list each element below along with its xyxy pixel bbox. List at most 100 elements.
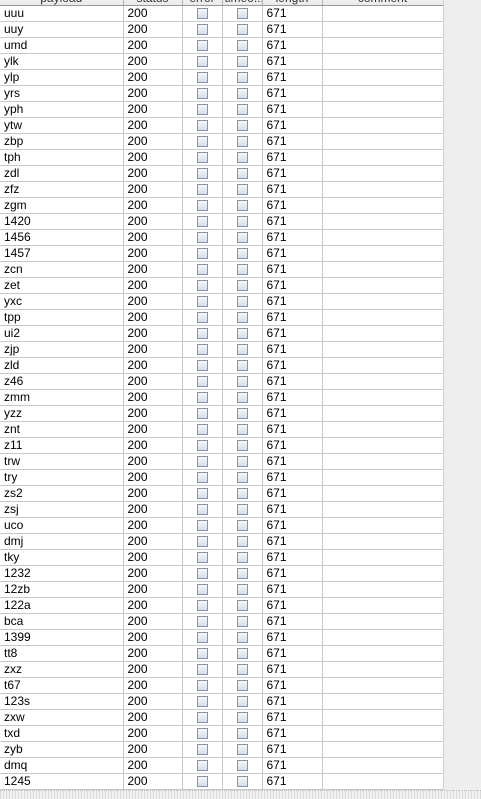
checkbox-unchecked-icon[interactable] (196, 519, 208, 531)
table-row[interactable]: zxw 200 671 (0, 709, 443, 726)
checkbox-unchecked-icon[interactable] (236, 71, 248, 83)
table-row[interactable]: uuu 200 671 (0, 5, 443, 22)
checkbox-unchecked-icon[interactable] (236, 7, 248, 19)
table-row[interactable]: zxz 200 671 (0, 661, 443, 678)
table-row[interactable]: trw 200 671 (0, 453, 443, 470)
checkbox-unchecked-icon[interactable] (196, 295, 208, 307)
table-row[interactable]: zcn 200 671 (0, 261, 443, 278)
table-row[interactable]: zs2 200 671 (0, 485, 443, 502)
checkbox-unchecked-icon[interactable] (196, 455, 208, 467)
checkbox-unchecked-icon[interactable] (196, 183, 208, 195)
checkbox-unchecked-icon[interactable] (236, 407, 248, 419)
checkbox-unchecked-icon[interactable] (196, 391, 208, 403)
checkbox-unchecked-icon[interactable] (196, 119, 208, 131)
checkbox-unchecked-icon[interactable] (236, 759, 248, 771)
checkbox-unchecked-icon[interactable] (236, 279, 248, 291)
table-row[interactable]: t67 200 671 (0, 677, 443, 694)
table-row[interactable]: tpp 200 671 (0, 309, 443, 326)
checkbox-unchecked-icon[interactable] (196, 135, 208, 147)
column-header-status[interactable]: status (123, 0, 183, 6)
checkbox-unchecked-icon[interactable] (196, 583, 208, 595)
table-row[interactable]: uuy 200 671 (0, 21, 443, 38)
checkbox-unchecked-icon[interactable] (236, 599, 248, 611)
checkbox-unchecked-icon[interactable] (196, 263, 208, 275)
checkbox-unchecked-icon[interactable] (236, 375, 248, 387)
checkbox-unchecked-icon[interactable] (236, 391, 248, 403)
table-row[interactable]: zjp 200 671 (0, 341, 443, 358)
checkbox-unchecked-icon[interactable] (196, 327, 208, 339)
checkbox-unchecked-icon[interactable] (236, 343, 248, 355)
checkbox-unchecked-icon[interactable] (196, 743, 208, 755)
checkbox-unchecked-icon[interactable] (236, 647, 248, 659)
table-row[interactable]: 1420 200 671 (0, 213, 443, 230)
checkbox-unchecked-icon[interactable] (236, 295, 248, 307)
table-row[interactable]: z11 200 671 (0, 437, 443, 454)
table-row[interactable]: 123s 200 671 (0, 693, 443, 710)
checkbox-unchecked-icon[interactable] (236, 119, 248, 131)
checkbox-unchecked-icon[interactable] (196, 231, 208, 243)
checkbox-unchecked-icon[interactable] (236, 263, 248, 275)
table-row[interactable]: ytw 200 671 (0, 117, 443, 134)
checkbox-unchecked-icon[interactable] (236, 167, 248, 179)
checkbox-unchecked-icon[interactable] (236, 663, 248, 675)
column-header-payload[interactable]: payload (0, 0, 124, 6)
table-row[interactable]: zld 200 671 (0, 357, 443, 374)
column-header-timeout[interactable]: timeo... (222, 0, 263, 6)
table-row[interactable]: z46 200 671 (0, 373, 443, 390)
checkbox-unchecked-icon[interactable] (196, 55, 208, 67)
checkbox-unchecked-icon[interactable] (236, 743, 248, 755)
checkbox-unchecked-icon[interactable] (196, 599, 208, 611)
table-row[interactable]: yrs 200 671 (0, 85, 443, 102)
checkbox-unchecked-icon[interactable] (196, 279, 208, 291)
table-row[interactable]: zgm 200 671 (0, 197, 443, 214)
checkbox-unchecked-icon[interactable] (196, 727, 208, 739)
checkbox-unchecked-icon[interactable] (196, 215, 208, 227)
checkbox-unchecked-icon[interactable] (196, 343, 208, 355)
checkbox-unchecked-icon[interactable] (196, 695, 208, 707)
checkbox-unchecked-icon[interactable] (236, 39, 248, 51)
checkbox-unchecked-icon[interactable] (236, 247, 248, 259)
checkbox-unchecked-icon[interactable] (236, 535, 248, 547)
checkbox-unchecked-icon[interactable] (236, 711, 248, 723)
table-row[interactable]: zet 200 671 (0, 277, 443, 294)
checkbox-unchecked-icon[interactable] (196, 567, 208, 579)
table-row[interactable]: zbp 200 671 (0, 133, 443, 150)
table-row[interactable]: bca 200 671 (0, 613, 443, 630)
checkbox-unchecked-icon[interactable] (236, 471, 248, 483)
table-row[interactable]: ylk 200 671 (0, 53, 443, 70)
checkbox-unchecked-icon[interactable] (196, 535, 208, 547)
table-row[interactable]: ui2 200 671 (0, 325, 443, 342)
checkbox-unchecked-icon[interactable] (196, 615, 208, 627)
checkbox-unchecked-icon[interactable] (236, 199, 248, 211)
checkbox-unchecked-icon[interactable] (236, 103, 248, 115)
checkbox-unchecked-icon[interactable] (236, 151, 248, 163)
table-row[interactable]: ylp 200 671 (0, 69, 443, 86)
checkbox-unchecked-icon[interactable] (196, 247, 208, 259)
checkbox-unchecked-icon[interactable] (196, 199, 208, 211)
checkbox-unchecked-icon[interactable] (196, 87, 208, 99)
table-row[interactable]: txd 200 671 (0, 725, 443, 742)
checkbox-unchecked-icon[interactable] (196, 663, 208, 675)
checkbox-unchecked-icon[interactable] (196, 503, 208, 515)
table-row[interactable]: yzz 200 671 (0, 405, 443, 422)
table-row[interactable]: 1456 200 671 (0, 229, 443, 246)
table-row[interactable]: 200 671 (0, 789, 443, 790)
checkbox-unchecked-icon[interactable] (196, 311, 208, 323)
checkbox-unchecked-icon[interactable] (196, 439, 208, 451)
checkbox-unchecked-icon[interactable] (196, 647, 208, 659)
checkbox-unchecked-icon[interactable] (196, 71, 208, 83)
checkbox-unchecked-icon[interactable] (196, 471, 208, 483)
checkbox-unchecked-icon[interactable] (236, 455, 248, 467)
checkbox-unchecked-icon[interactable] (196, 167, 208, 179)
table-row[interactable]: 1399 200 671 (0, 629, 443, 646)
column-header-length[interactable]: length (262, 0, 323, 6)
table-row[interactable]: uco 200 671 (0, 517, 443, 534)
table-row[interactable]: tky 200 671 (0, 549, 443, 566)
checkbox-unchecked-icon[interactable] (236, 615, 248, 627)
checkbox-unchecked-icon[interactable] (196, 775, 208, 787)
checkbox-unchecked-icon[interactable] (196, 39, 208, 51)
checkbox-unchecked-icon[interactable] (196, 151, 208, 163)
table-row[interactable]: 12zb 200 671 (0, 581, 443, 598)
checkbox-unchecked-icon[interactable] (196, 679, 208, 691)
table-row[interactable]: umd 200 671 (0, 37, 443, 54)
